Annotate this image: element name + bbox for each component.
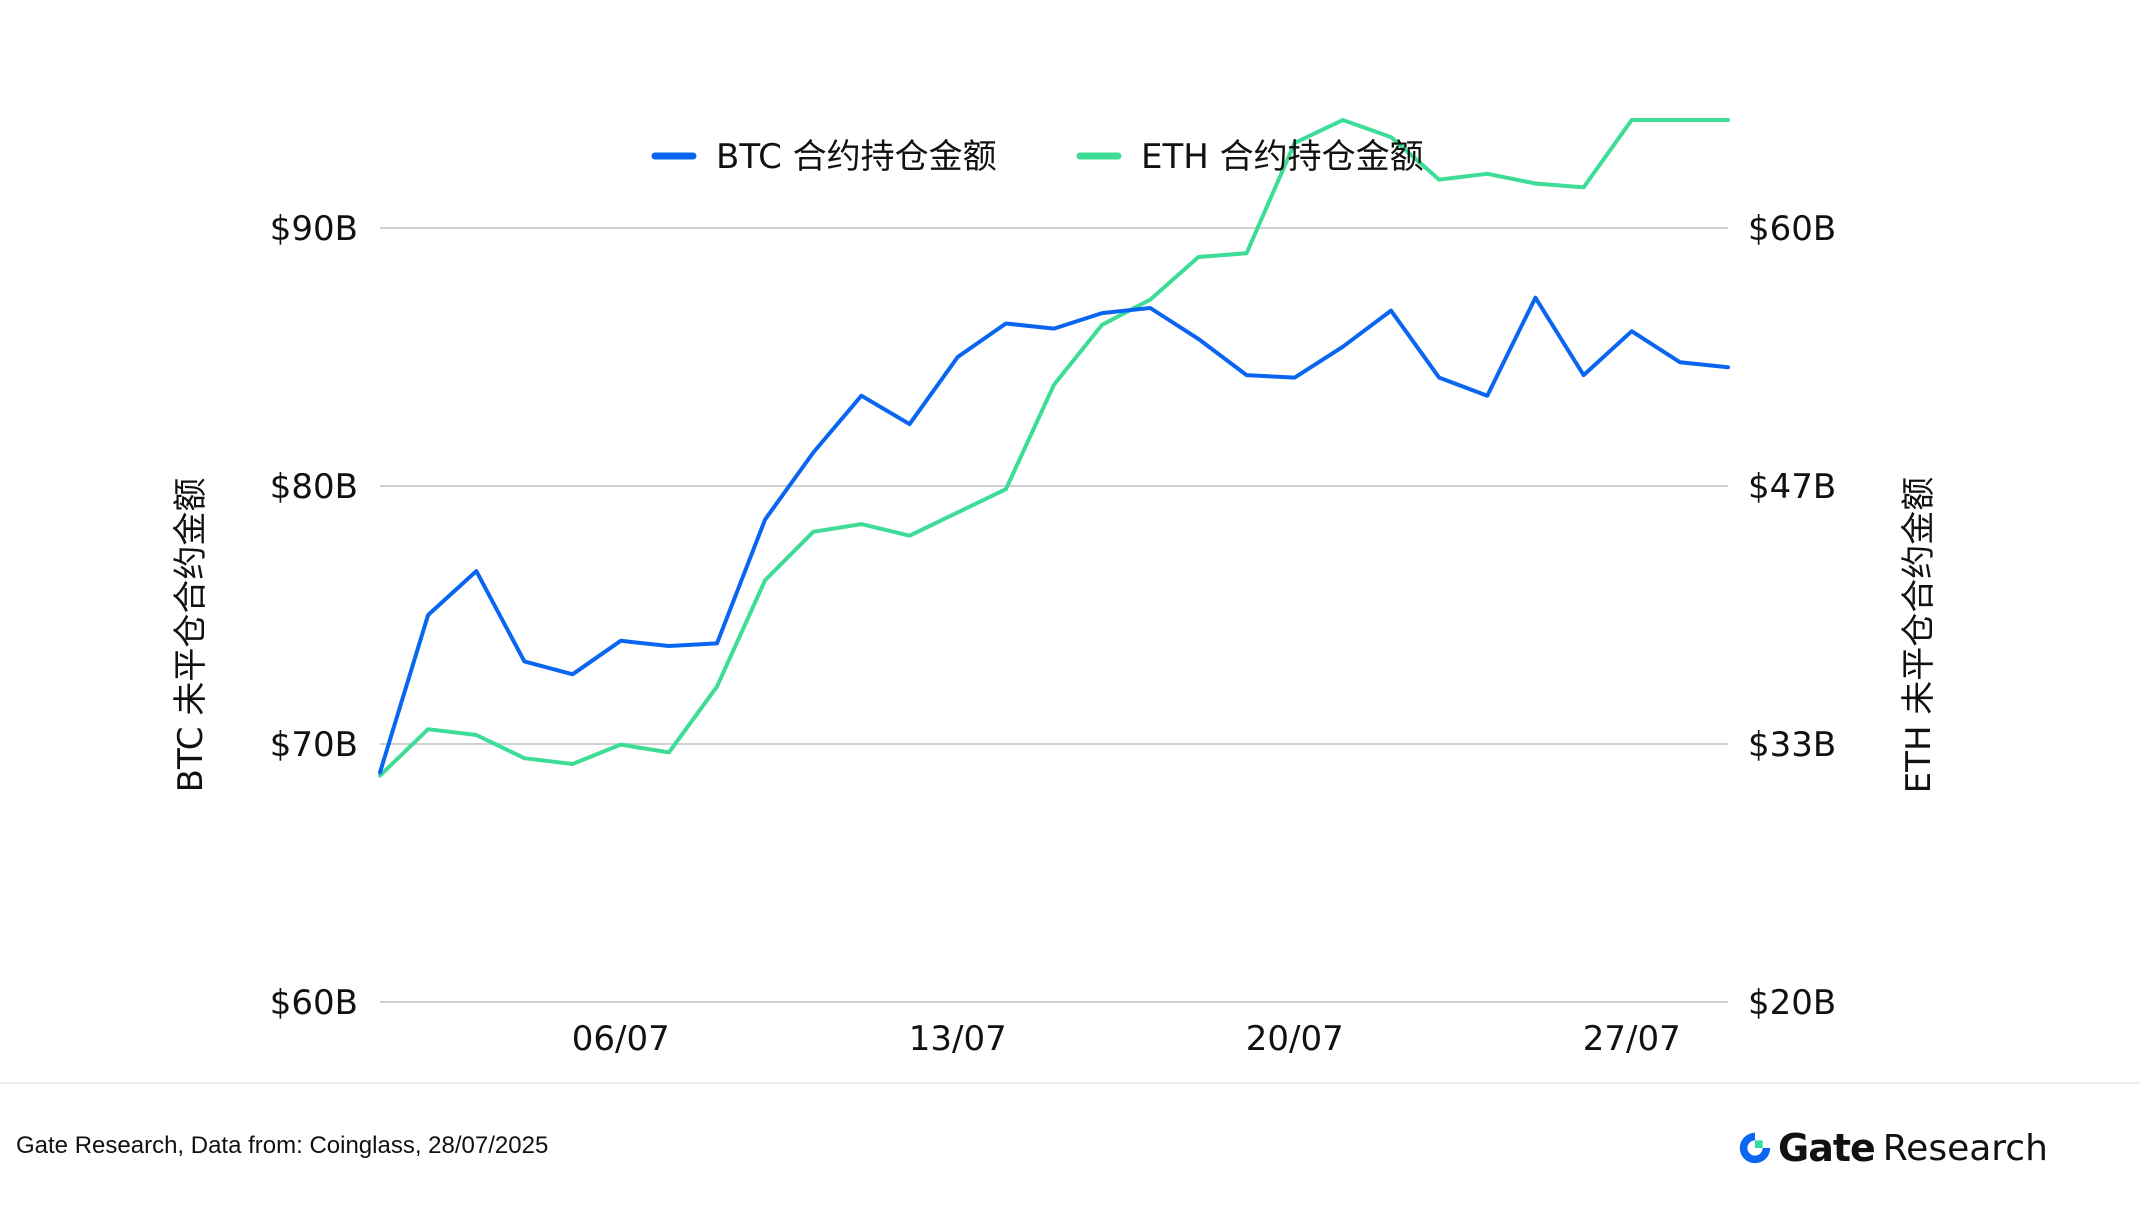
brand-research-text: Research	[1882, 1127, 2048, 1169]
source-note: Gate Research, Data from: Coinglass, 28/…	[16, 1132, 549, 1159]
series-lines	[378, 118, 1730, 778]
brand-gate-text: Gate	[1778, 1126, 1876, 1170]
y-left-tick-label: $70B	[270, 725, 358, 765]
legend: BTC 合约持仓金额 ETH 合约持仓金额	[651, 137, 1424, 177]
y-right-tick-label: $47B	[1748, 467, 1836, 507]
right-axis-title: ETH 未平仓合约金额	[1899, 477, 1939, 794]
footer-divider	[0, 1082, 2140, 1084]
series-line-btc	[378, 295, 1730, 775]
x-tick-label: 27/07	[1583, 1019, 1681, 1059]
gate-logo-icon	[1739, 1132, 1771, 1164]
x-tick-label: 13/07	[909, 1019, 1007, 1059]
y-right-tick-label: $20B	[1748, 983, 1836, 1023]
y-right-tick-label: $60B	[1748, 209, 1836, 249]
series-line-eth	[378, 118, 1730, 778]
y-left-tick-label: $90B	[270, 209, 358, 249]
right-axis-ticks: $20B $33B $47B $60B	[1748, 209, 1836, 1023]
y-left-tick-label: $80B	[270, 467, 358, 507]
y-right-tick-label: $33B	[1748, 725, 1836, 765]
left-axis-title: BTC 未平仓合约金额	[171, 478, 211, 793]
grid-lines	[380, 227, 1728, 1003]
brand-logo: Gate Research	[1736, 1120, 2048, 1176]
x-tick-label: 06/07	[572, 1019, 670, 1059]
x-tick-label: 20/07	[1246, 1019, 1344, 1059]
legend-label-btc: BTC 合约持仓金额	[716, 137, 997, 177]
y-left-tick-label: $60B	[270, 983, 358, 1023]
left-axis-ticks: $60B $70B $80B $90B	[270, 209, 358, 1023]
legend-label-eth: ETH 合约持仓金额	[1141, 137, 1424, 177]
x-axis-ticks: 06/07 13/07 20/07 27/07	[572, 1019, 1681, 1059]
